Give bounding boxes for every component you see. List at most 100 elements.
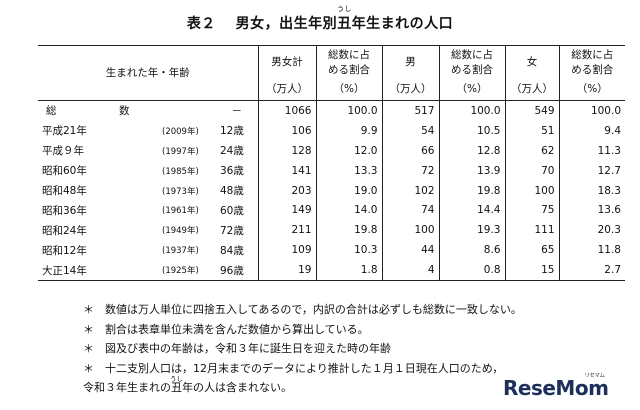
title-ruby-text: うし bbox=[336, 5, 352, 13]
row-male-pct: 12.8 bbox=[438, 140, 505, 161]
row-total-pct: 14.0 bbox=[315, 200, 382, 221]
footnote-ruby-base: 丑 bbox=[171, 381, 182, 394]
table-title: 表２ 男女，出生年別丑 うし年生まれの人口 bbox=[0, 5, 640, 33]
row-male-pct: 19.8 bbox=[438, 180, 505, 201]
table-row: 平成21年 (2009年) 12歳 106 9.9 54 10.5 51 9.4 bbox=[38, 120, 625, 141]
row-total: 19 bbox=[257, 260, 316, 281]
row-year: (1961年) bbox=[162, 206, 199, 217]
table-row: 昭和48年 (1973年) 48歳 203 19.0 102 19.8 100 … bbox=[38, 180, 625, 201]
row-total: 106 bbox=[257, 120, 316, 141]
row-total: 203 bbox=[257, 180, 316, 201]
table-row: 昭和12年 (1937年) 84歳 109 10.3 44 8.6 65 11.… bbox=[38, 240, 625, 261]
title-prefix: 表２ 男女，出生年別 bbox=[186, 16, 338, 32]
row-male: 100 bbox=[381, 220, 439, 241]
row-male-pct: 0.8 bbox=[438, 260, 505, 281]
row-male: 66 bbox=[381, 140, 439, 161]
footnote-4-cont-prefix: 令和３年生まれの bbox=[83, 381, 171, 394]
header-male-share-label: 総数に占 める割合 bbox=[451, 49, 493, 76]
row-male-pct: 14.4 bbox=[438, 200, 505, 221]
logo-text: ReseMom bbox=[503, 376, 609, 400]
row-total-pct: 1.8 bbox=[315, 260, 382, 281]
row-female: 70 bbox=[504, 160, 559, 181]
row-age: 60歳 bbox=[220, 204, 244, 217]
total-female: 549 bbox=[504, 100, 559, 121]
total-total: 1066 bbox=[257, 100, 316, 121]
total-total-pct: 100.0 bbox=[315, 100, 382, 121]
row-female-pct: 20.3 bbox=[558, 220, 625, 241]
row-total-pct: 12.0 bbox=[315, 140, 382, 161]
row-age: 24歳 bbox=[220, 145, 244, 158]
row-female-pct: 9.4 bbox=[558, 120, 625, 141]
row-female: 100 bbox=[504, 180, 559, 201]
population-table: 生まれた年・年齢 男女計 総数に占 める割合 男 総数に占 める割合 女 総数に… bbox=[38, 45, 625, 282]
table-row-total: 総 数 － 1066 100.0 517 100.0 549 100.0 bbox=[38, 100, 625, 121]
row-age: 48歳 bbox=[220, 185, 244, 197]
row-male: 74 bbox=[381, 200, 439, 221]
total-male: 517 bbox=[381, 100, 439, 121]
row-era: 昭和12年 bbox=[42, 244, 87, 257]
header-male-unit: （万人） bbox=[381, 79, 439, 101]
row-year: (1949年) bbox=[162, 226, 199, 237]
table-row: 平成９年 (1997年) 24歳 128 12.0 66 12.8 62 11.… bbox=[38, 140, 625, 161]
footnote-2-text: 割合は表章単位未満を含んだ数値から算出している。 bbox=[105, 322, 369, 336]
row-female: 62 bbox=[504, 140, 559, 161]
row-age: 96歳 bbox=[220, 264, 244, 277]
row-total-pct: 19.8 bbox=[315, 220, 382, 241]
header-female-share-label: 総数に占 める割合 bbox=[571, 49, 614, 76]
footnote-2: ＊ 割合は表章単位未満を含んだ数値から算出している。 bbox=[83, 320, 522, 340]
footnote-1-text: 数値は万人単位に四捨五入してあるので，内訳の合計は必ずしも総数に一致しない。 bbox=[105, 303, 522, 316]
row-era: 昭和24年 bbox=[42, 224, 87, 237]
row-female: 75 bbox=[504, 200, 559, 221]
row-female: 51 bbox=[504, 120, 559, 141]
title-ruby-base: 丑 bbox=[337, 16, 352, 32]
row-female: 111 bbox=[504, 220, 559, 241]
row-total-pct: 9.9 bbox=[315, 120, 382, 141]
header-total-unit: （万人） bbox=[257, 79, 316, 101]
row-male: 54 bbox=[381, 120, 439, 141]
footnote-4-continuation: 令和３年生まれの丑うし 年の人は含まれない。 bbox=[83, 375, 522, 398]
row-male: 102 bbox=[381, 180, 439, 201]
row-age: 12歳 bbox=[220, 125, 244, 138]
header-female-share-unit: （%） bbox=[558, 79, 625, 101]
table-row: 大正14年 (1925年) 96歳 19 1.8 4 0.8 15 2.7 bbox=[38, 260, 625, 281]
row-year: (1925年) bbox=[162, 266, 199, 277]
footnote-marker: ＊ bbox=[83, 322, 94, 336]
title-ruby: 丑うし bbox=[337, 5, 352, 33]
row-male: 4 bbox=[381, 260, 439, 281]
total-age: － bbox=[231, 105, 243, 118]
header-female: 女 bbox=[504, 45, 559, 79]
row-total-pct: 10.3 bbox=[315, 240, 382, 261]
footnote-marker: ＊ bbox=[83, 303, 94, 316]
row-male: 44 bbox=[381, 240, 439, 261]
header-total-share: 総数に占 める割合 bbox=[315, 45, 382, 79]
row-female: 15 bbox=[504, 260, 559, 281]
row-year: (1937年) bbox=[162, 246, 199, 257]
header-female-unit: （万人） bbox=[504, 79, 559, 101]
row-year: (1997年) bbox=[162, 146, 199, 157]
table-row: 昭和60年 (1985年) 36歳 141 13.3 72 13.9 70 12… bbox=[38, 160, 625, 181]
title-suffix: 年生まれの人口 bbox=[351, 16, 454, 32]
row-era: 大正14年 bbox=[42, 264, 87, 277]
footnote-4-text: 十二支別人口は，12月末までのデータにより推計した１月１日現在人口のため， bbox=[105, 361, 504, 375]
row-era: 昭和36年 bbox=[42, 204, 87, 217]
row-male: 72 bbox=[381, 160, 439, 181]
header-male-share: 総数に占 める割合 bbox=[438, 45, 505, 79]
row-year: (2009年) bbox=[162, 126, 199, 137]
table-row: 昭和24年 (1949年) 72歳 211 19.8 100 19.3 111 … bbox=[38, 220, 625, 241]
logo-subtext: リセマム bbox=[584, 373, 605, 379]
footnote-4: ＊ 十二支別人口は，12月末までのデータにより推計した１月１日現在人口のため， bbox=[83, 359, 522, 379]
row-total-pct: 19.0 bbox=[315, 180, 382, 201]
row-year: (1973年) bbox=[162, 186, 199, 197]
row-female-pct: 11.3 bbox=[558, 140, 625, 161]
row-age: 84歳 bbox=[220, 244, 244, 257]
footnote-ruby: 丑うし bbox=[170, 375, 183, 398]
total-female-pct: 100.0 bbox=[558, 100, 625, 121]
row-male-pct: 10.5 bbox=[438, 120, 505, 141]
row-era: 平成９年 bbox=[42, 145, 84, 158]
row-female-pct: 13.6 bbox=[558, 200, 625, 221]
header-male-share-unit: （%） bbox=[438, 79, 505, 101]
row-total: 149 bbox=[257, 200, 316, 221]
header-total-share-label: 総数に占 める割合 bbox=[328, 49, 370, 76]
footnote-3-text: 図及び表中の年齢は，令和３年に誕生日を迎えた時の年齢 bbox=[105, 342, 391, 355]
row-era: 昭和48年 bbox=[42, 185, 87, 197]
